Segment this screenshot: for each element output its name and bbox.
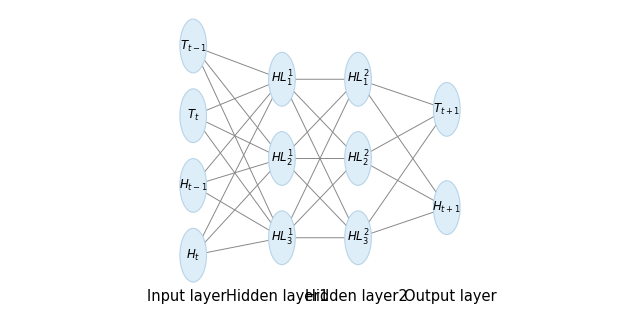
Text: Input layer: Input layer [147,289,227,304]
Ellipse shape [180,89,207,143]
Text: Output layer: Output layer [404,289,496,304]
Ellipse shape [269,52,295,106]
Ellipse shape [433,82,460,136]
Ellipse shape [433,181,460,235]
Text: $H_{t+1}$: $H_{t+1}$ [433,200,461,215]
Ellipse shape [180,19,207,73]
Text: $HL_2^1$: $HL_2^1$ [271,148,293,169]
Ellipse shape [345,52,371,106]
Text: $T_{t-1}$: $T_{t-1}$ [180,38,207,54]
Text: $T_{t+1}$: $T_{t+1}$ [433,102,460,117]
Text: $HL_3^1$: $HL_3^1$ [271,228,293,248]
Text: $HL_3^2$: $HL_3^2$ [347,228,369,248]
Text: $H_t$: $H_t$ [186,248,200,263]
Text: $HL_1^2$: $HL_1^2$ [347,69,369,89]
Text: $H_{t-1}$: $H_{t-1}$ [179,178,207,193]
Ellipse shape [345,211,371,265]
Ellipse shape [269,132,295,185]
Ellipse shape [180,158,207,212]
Text: $T_t$: $T_t$ [187,108,200,123]
Text: $HL_2^2$: $HL_2^2$ [347,148,369,169]
Ellipse shape [345,132,371,185]
Text: Hidden layer2: Hidden layer2 [305,289,408,304]
Text: $HL_1^1$: $HL_1^1$ [271,69,293,89]
Ellipse shape [180,228,207,282]
Text: Hidden layer1: Hidden layer1 [226,289,328,304]
Ellipse shape [269,211,295,265]
